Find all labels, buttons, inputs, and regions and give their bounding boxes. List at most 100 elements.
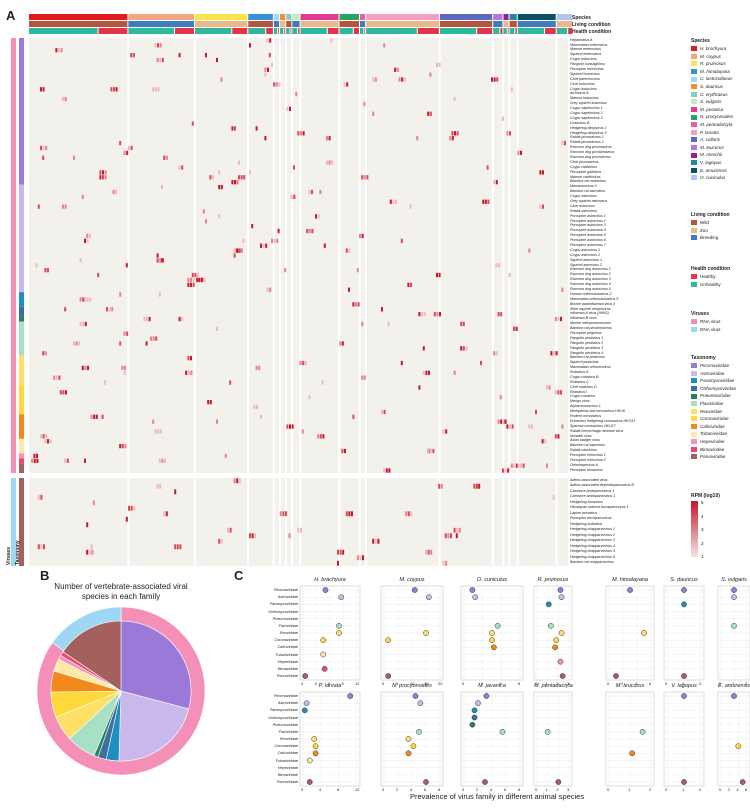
- scatter-tick-label: 2: [699, 681, 702, 686]
- heatmap-cell: [73, 341, 75, 346]
- heatmap-cell: [179, 544, 182, 550]
- heatmap-cell: [84, 238, 86, 243]
- rpm-tick-label: 2: [701, 540, 704, 546]
- heatmap-cell: [500, 312, 503, 317]
- heatmap-row-label: Hedgehog chapparvovirus 5: [570, 549, 615, 554]
- heatmap-row-label: Cosavirus B: [570, 120, 590, 125]
- heatmap-cell: [319, 434, 322, 439]
- heatmap-cell: [130, 505, 133, 511]
- heatmap-cell: [308, 228, 311, 234]
- heatmap-row-label: Squirrel astrovirus 2: [570, 262, 602, 267]
- legend-swatch: [691, 69, 697, 75]
- heatmap-row-label: Raccoon dog astrovirus 2: [570, 272, 611, 277]
- heatmap-cell: [64, 204, 67, 209]
- taxonomy-track-segment: [19, 458, 24, 464]
- heatmap-cell: [58, 375, 61, 380]
- heatmap-cell: [363, 175, 366, 180]
- heatmap-cell: [220, 184, 223, 190]
- heatmap-row-label: Porcupine astrovirus 1: [570, 213, 606, 218]
- heatmap-cell: [352, 302, 355, 307]
- heatmap-cell: [321, 380, 324, 385]
- heatmap-cell: [456, 527, 459, 533]
- heatmap-cell: [132, 52, 135, 58]
- scatter-point: [301, 707, 308, 714]
- heatmap-cell: [42, 87, 45, 92]
- heatmap-row-label: Adeno-associated virus: [570, 477, 608, 482]
- heatmap-row-label: Adeno-associated dependoparvovirus B: [570, 483, 634, 488]
- health-track-segment: [339, 28, 353, 34]
- legend-item-label: Hepeviridae: [700, 439, 725, 444]
- heatmap-cell: [460, 321, 463, 327]
- heatmap-cell: [284, 268, 287, 273]
- heatmap-row-label: Bamboo rat chapparvovirus: [570, 560, 614, 565]
- scatter-point: [336, 622, 342, 629]
- heatmap-cell: [124, 365, 126, 371]
- heatmap-cell: [233, 478, 236, 484]
- scatter-panel: [605, 691, 655, 787]
- heatmap-cell: [143, 316, 146, 322]
- legend-swatch: [691, 235, 697, 241]
- heatmap-cell: [205, 52, 207, 58]
- heatmap-row-label: Hedgehog chapparvovirus 2: [570, 532, 615, 537]
- heatmap-cell: [164, 458, 166, 463]
- heatmap-cell: [289, 106, 291, 112]
- heatmap-cell: [491, 77, 493, 82]
- heatmap-cell: [238, 248, 241, 253]
- heatmap-cell: [438, 272, 441, 278]
- legend-item-label: M. meschii: [700, 152, 722, 158]
- heatmap-cell: [428, 370, 430, 375]
- heatmap-cell: [84, 458, 86, 463]
- heatmap-cell: [337, 549, 339, 555]
- heatmap-row-label: Asian badger virus: [570, 438, 600, 443]
- heatmap-row-label: Rabbit calicivirus: [570, 448, 597, 453]
- heatmap-cell: [418, 312, 421, 317]
- scatter-tick-label: 6: [424, 787, 427, 792]
- heatmap-cell: [528, 424, 531, 429]
- scatter-tick-label: 0: [607, 787, 610, 792]
- health-track-segment: [248, 28, 266, 34]
- heatmap-cell: [55, 375, 58, 380]
- heatmap-cell: [322, 434, 325, 439]
- legend-item-taxonomy: Birnaviridae: [691, 447, 724, 452]
- living-track-segment: [366, 21, 439, 27]
- rpm-tick-label: 1: [701, 554, 704, 559]
- scatter-point: [735, 743, 742, 750]
- legend-item-label: N. procyonoides: [700, 114, 734, 120]
- scatter-point: [302, 673, 309, 679]
- legend-item-label: Flaviviridae: [700, 401, 724, 406]
- heatmap-cell: [176, 544, 179, 550]
- heatmap-cell: [190, 277, 192, 283]
- heatmap-cell: [317, 434, 320, 439]
- legend-item-species: R. pruinosus: [691, 61, 726, 67]
- heatmap-cell: [361, 233, 364, 239]
- species-divider: [291, 38, 294, 566]
- heatmap-cell: [36, 458, 39, 463]
- heatmap-cell: [249, 170, 251, 175]
- heatmap-row-label: Murine orthopneumovirus: [570, 321, 611, 326]
- health-track-segment: [327, 28, 339, 34]
- heatmap-cell: [154, 87, 157, 92]
- legend-item-label: M. himalayana: [700, 68, 730, 74]
- species-divider: [438, 38, 441, 566]
- heatmap-row-label: Influenza A virus (H9N2): [570, 311, 609, 316]
- heatmap-cell: [97, 272, 100, 278]
- health-track-segment: [290, 28, 292, 34]
- health-track-segment: [500, 28, 503, 34]
- heatmap-cell: [387, 321, 390, 327]
- taxonomy-track-segment: [19, 463, 24, 473]
- scatter-point: [469, 721, 476, 728]
- legend-swatch: [691, 370, 697, 376]
- heatmap-cell: [564, 140, 566, 146]
- heatmap-cell: [528, 248, 531, 253]
- heatmap-row-label: Lapine bocavirus: [570, 510, 598, 515]
- heatmap-cell: [357, 302, 360, 307]
- heatmap-cell: [203, 277, 206, 283]
- heatmap-row-label: Grey squirrel kobuvirus: [570, 101, 607, 106]
- heatmap-cell: [513, 326, 515, 331]
- health-track-segment: [568, 28, 573, 34]
- heatmap-cell: [542, 204, 544, 209]
- scatter-tick-label: 2: [621, 681, 624, 686]
- scatter-panel-title: N. procyonoides: [392, 683, 432, 689]
- heatmap-cell: [209, 399, 212, 405]
- legend-item-species: O. cuniculus: [691, 175, 725, 181]
